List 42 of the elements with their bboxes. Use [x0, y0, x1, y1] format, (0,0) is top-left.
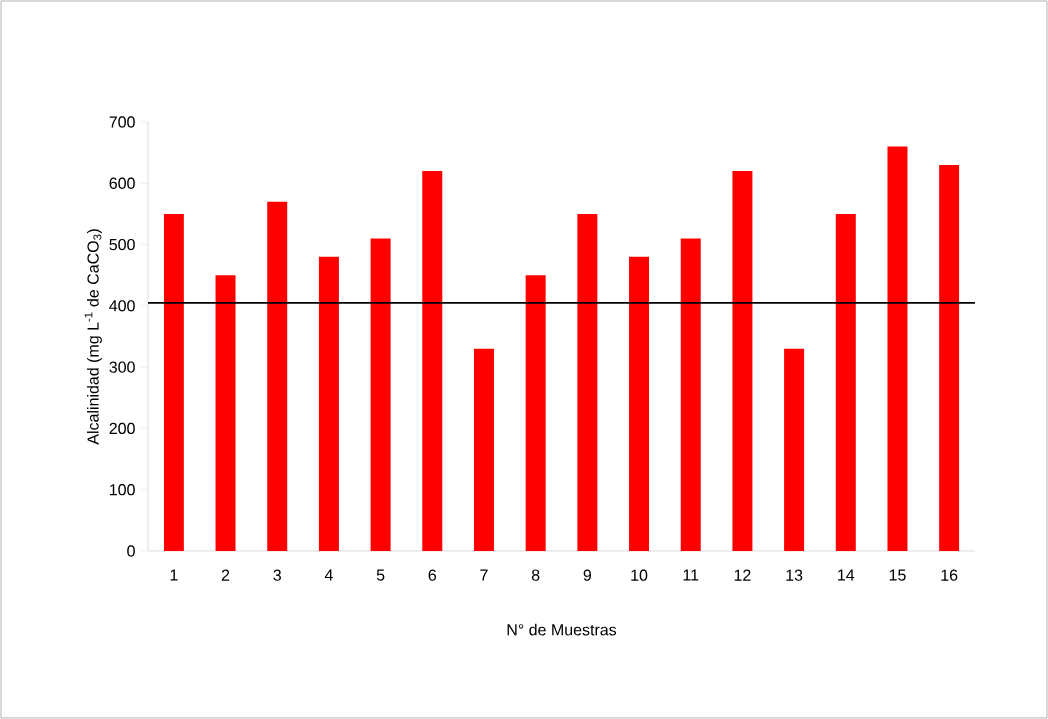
x-tick-label: 10: [631, 569, 648, 581]
y-tick-label: 100: [110, 484, 135, 496]
x-tick-label: 11: [683, 569, 699, 581]
x-tick-label: 8: [531, 569, 540, 581]
bar: [577, 213, 598, 551]
y-tick-label: 400: [109, 300, 135, 312]
x-tick-label: 7: [480, 569, 488, 581]
x-tick-label: 3: [273, 569, 281, 581]
x-axis-title: N° de Muestras: [507, 623, 617, 636]
bar: [835, 213, 856, 551]
bar: [629, 256, 650, 551]
bar: [473, 348, 494, 551]
x-tick-label: 15: [889, 569, 906, 581]
x-tick-label: 5: [376, 569, 385, 581]
y-tick-label: 700: [109, 116, 135, 128]
y-axis-title: Alcalinidad (mg L$^{-1}$ de CaCO$_{3}$): [84, 229, 102, 445]
x-tick-label: 2: [221, 569, 230, 581]
y-tick-label: 200: [109, 422, 135, 435]
bar: [422, 171, 443, 551]
bar: [215, 275, 236, 551]
bar: [732, 171, 753, 551]
bar: [939, 164, 960, 551]
bar: [887, 146, 908, 551]
bar: [318, 256, 339, 551]
x-tick-label: 14: [838, 569, 855, 581]
y-tick-label: 0: [127, 545, 135, 557]
x-tick-label: 6: [428, 569, 437, 581]
x-tick-label: 9: [583, 569, 592, 581]
y-tick-label: 500: [109, 238, 135, 251]
x-tick-label: 12: [734, 569, 751, 581]
bar: [267, 201, 288, 551]
bar: [525, 275, 546, 551]
x-tick-label: 1: [170, 569, 178, 581]
y-tick-label: 300: [109, 361, 135, 373]
bar: [784, 348, 805, 551]
bar: [370, 238, 391, 551]
x-tick-label: 13: [786, 569, 803, 581]
x-tick-label: 4: [324, 569, 333, 581]
bar: [680, 238, 701, 551]
x-tick-label: 16: [941, 569, 958, 581]
bar: [163, 213, 184, 551]
y-tick-label: 600: [109, 177, 135, 189]
